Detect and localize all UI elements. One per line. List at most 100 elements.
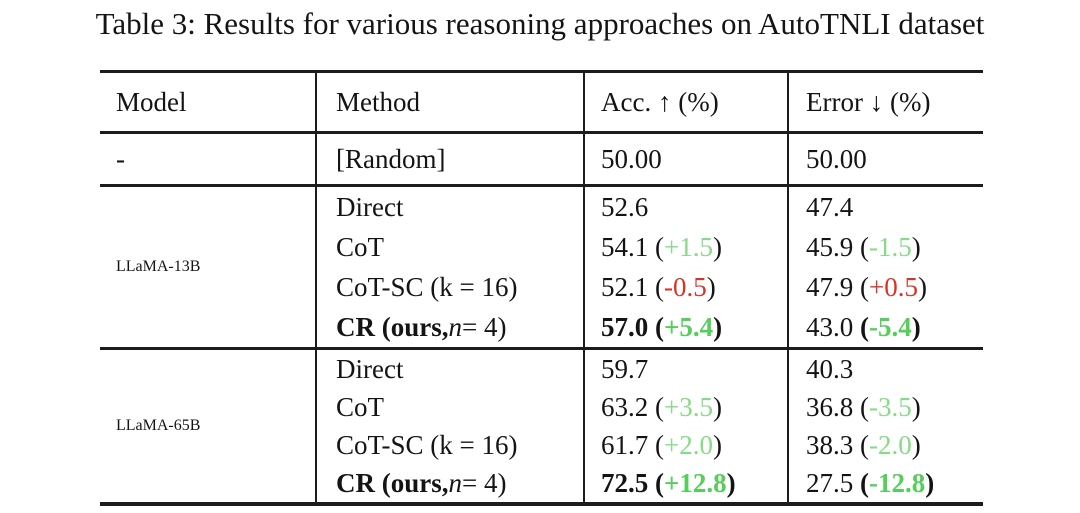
open-paren: ( — [648, 231, 664, 262]
delta-value: -2.0 — [869, 429, 912, 460]
method-cell: [Random] — [315, 134, 583, 184]
acc-cell: 50.00 — [583, 134, 787, 184]
acc-cell: 63.2 (+3.5) — [583, 388, 787, 426]
metric-value: 63.2 — [601, 391, 649, 422]
acc-cell: 61.7 (+2.0) — [583, 426, 787, 464]
model-cell: - — [116, 143, 125, 174]
metric-value: 45.9 — [806, 231, 854, 262]
method-text: n — [448, 467, 463, 498]
method-cell: Direct — [315, 187, 583, 227]
close-paren: ) — [726, 467, 736, 498]
open-paren: ( — [853, 271, 869, 302]
metric-value: 43.0 — [806, 311, 854, 342]
metric-value: 59.7 — [601, 353, 649, 384]
method-cell: CoT-SC (k = 16) — [315, 426, 583, 464]
method-text: CoT — [336, 231, 385, 262]
open-paren: ( — [648, 429, 664, 460]
method-text: Direct — [336, 353, 404, 384]
table-row: CoT-SC (k = 16) 61.7 (+2.0) 38.3 (-2.0) — [315, 426, 983, 464]
metric-value: 52.1 — [601, 271, 649, 302]
method-cell: CR (ours, n = 4) — [315, 464, 583, 502]
delta-value: +5.4 — [664, 311, 714, 342]
method-text: CR (ours, — [336, 467, 449, 498]
group-rows: Direct 52.6 47.4 CoT 54.1 (+1.5) 45.9 (-1.5) C… — [315, 187, 983, 347]
method-cell: CR (ours, n = 4) — [315, 307, 583, 347]
top-rule — [100, 70, 983, 73]
baseline-row: - [Random] 50.00 50.00 — [100, 134, 983, 184]
method-cell: CoT — [315, 227, 583, 267]
delta-value: -12.8 — [869, 467, 926, 498]
baseline-rule — [100, 184, 983, 187]
delta-value: -0.5 — [664, 271, 707, 302]
method-cell: Direct — [315, 350, 583, 388]
method-text: CoT-SC (k = 16) — [336, 271, 518, 302]
delta-value: +0.5 — [869, 271, 918, 302]
table-header-row: Model Method Acc. ↑ (%) Error ↓ (%) — [100, 73, 983, 131]
close-paren: ) — [712, 231, 722, 262]
open-paren: ( — [648, 311, 664, 342]
method-text: = 4) — [462, 311, 507, 342]
close-paren: ) — [712, 429, 722, 460]
metric-value: 72.5 — [601, 467, 649, 498]
delta-value: +12.8 — [664, 467, 727, 498]
delta-value: +1.5 — [664, 231, 713, 262]
method-text: = 4) — [462, 467, 507, 498]
delta-value: -1.5 — [869, 231, 912, 262]
close-paren: ) — [911, 391, 921, 422]
metric-value: 47.4 — [806, 191, 854, 222]
method-text: Direct — [336, 191, 404, 222]
table-row: Direct 59.7 40.3 — [315, 350, 983, 388]
error-cell: 47.9 (+0.5) — [787, 267, 983, 307]
table-groups: LLaMA-13B Direct 52.6 47.4 CoT 54.1 (+1.5) 45.… — [100, 187, 983, 502]
delta-value: +3.5 — [664, 391, 713, 422]
method-text: CoT — [336, 391, 385, 422]
close-paren: ) — [917, 271, 927, 302]
close-paren: ) — [925, 467, 935, 498]
metric-value: 47.9 — [806, 271, 854, 302]
table-row: CR (ours, n = 4) 57.0 (+5.4) 43.0 (-5.4) — [315, 307, 983, 347]
error-cell: 47.4 — [787, 187, 983, 227]
error-cell: 36.8 (-3.5) — [787, 388, 983, 426]
open-paren: ( — [853, 311, 869, 342]
method-text: CoT-SC (k = 16) — [336, 429, 518, 460]
table-row: CoT-SC (k = 16) 52.1 (-0.5) 47.9 (+0.5) — [315, 267, 983, 307]
close-paren: ) — [706, 271, 716, 302]
error-cell: 43.0 (-5.4) — [787, 307, 983, 347]
table-caption: Table 3: Results for various reasoning a… — [95, 6, 985, 41]
close-paren: ) — [712, 391, 722, 422]
acc-cell: 54.1 (+1.5) — [583, 227, 787, 267]
metric-value: 27.5 — [806, 467, 854, 498]
table-row: CR (ours, n = 4) 72.5 (+12.8) 27.5 (-12.8) — [315, 464, 983, 502]
close-paren: ) — [911, 429, 921, 460]
column-header-model: Model — [116, 86, 187, 117]
open-paren: ( — [648, 391, 664, 422]
model-cell: LLaMA-65B — [100, 350, 315, 502]
group-rule — [100, 347, 983, 350]
model-name: LLaMA-65B — [116, 417, 201, 434]
close-paren: ) — [911, 311, 921, 342]
error-cell: 50.00 — [787, 134, 983, 184]
open-paren: ( — [853, 391, 869, 422]
error-cell: 27.5 (-12.8) — [787, 464, 983, 502]
table-row: CoT 63.2 (+3.5) 36.8 (-3.5) — [315, 388, 983, 426]
column-header-error: Error ↓ (%) — [787, 73, 983, 131]
header-rule — [100, 131, 983, 134]
column-header-method: Method — [315, 73, 583, 131]
metric-value: 54.1 — [601, 231, 649, 262]
metric-value: 52.6 — [601, 191, 649, 222]
metric-value: 57.0 — [601, 311, 649, 342]
open-paren: ( — [853, 429, 869, 460]
group-rows: Direct 59.7 40.3 CoT 63.2 (+3.5) 36.8 (-3.5) C… — [315, 350, 983, 502]
metric-value: 38.3 — [806, 429, 854, 460]
delta-value: -5.4 — [869, 311, 912, 342]
results-table: Model Method Acc. ↑ (%) Error ↓ (%) - [R… — [100, 70, 983, 506]
method-text: n — [448, 311, 463, 342]
acc-cell: 52.1 (-0.5) — [583, 267, 787, 307]
method-text: CR (ours, — [336, 311, 449, 342]
table-row: CoT 54.1 (+1.5) 45.9 ( -1.5) — [315, 227, 983, 267]
acc-cell: 57.0 (+5.4) — [583, 307, 787, 347]
column-header-accuracy: Acc. ↑ (%) — [583, 73, 787, 131]
metric-value: 61.7 — [601, 429, 649, 460]
method-cell: CoT-SC (k = 16) — [315, 267, 583, 307]
open-paren: ( — [648, 271, 664, 302]
